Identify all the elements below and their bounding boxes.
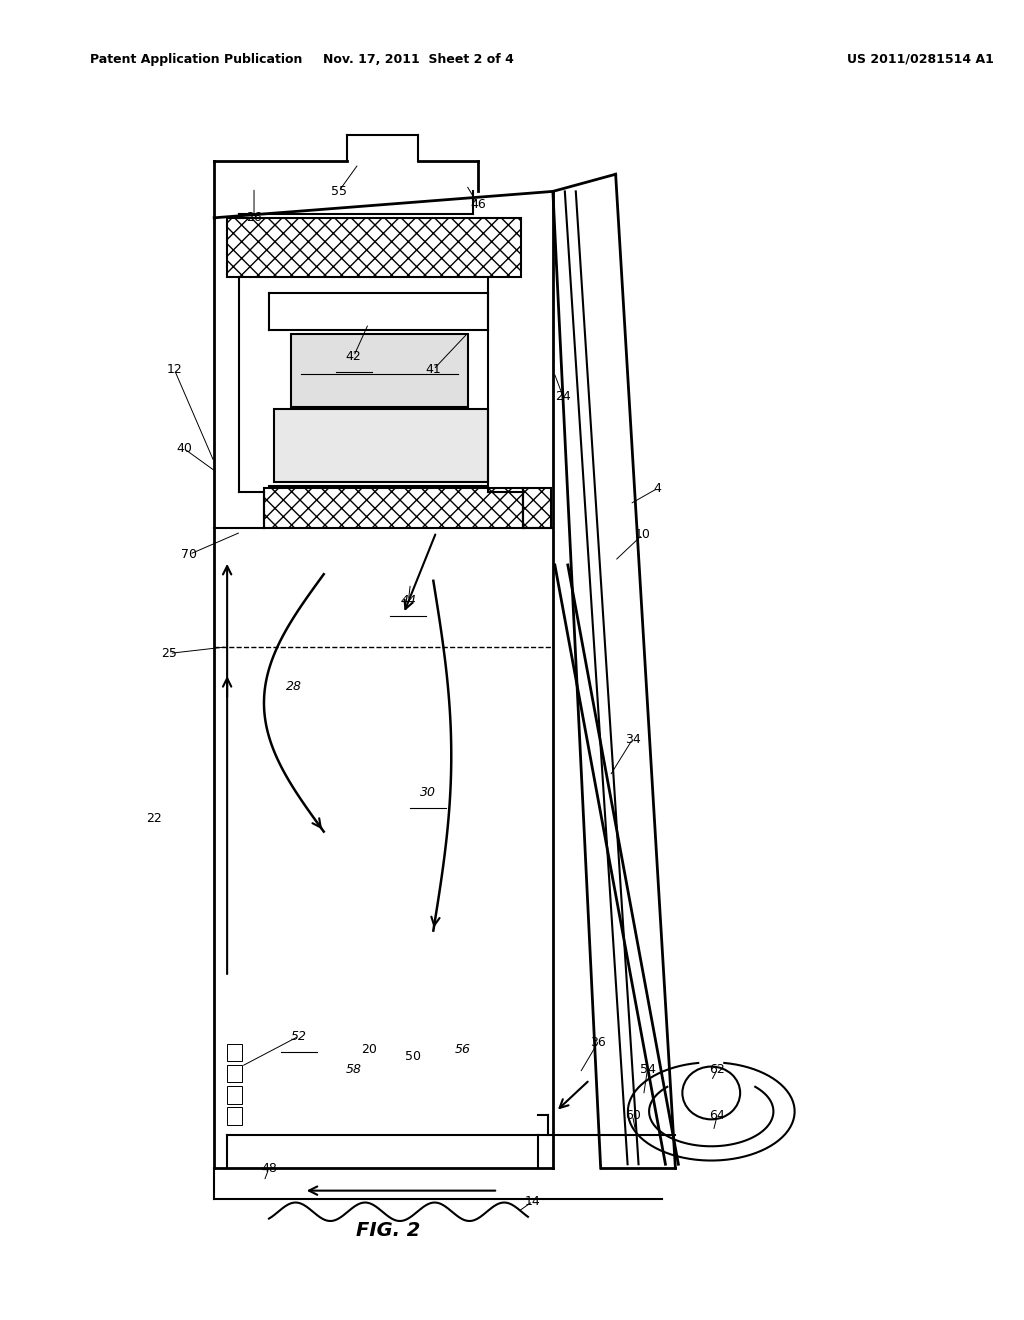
Text: US 2011/0281514 A1: US 2011/0281514 A1 bbox=[847, 53, 993, 66]
Text: 58: 58 bbox=[346, 1063, 361, 1076]
Text: 46: 46 bbox=[470, 198, 486, 211]
Text: 30: 30 bbox=[420, 785, 436, 799]
Text: 62: 62 bbox=[710, 1063, 725, 1076]
Text: 52: 52 bbox=[291, 1030, 307, 1043]
Bar bbox=[523, 488, 551, 528]
Text: 48: 48 bbox=[261, 1162, 276, 1175]
Text: 22: 22 bbox=[146, 812, 162, 825]
Text: 12: 12 bbox=[167, 363, 182, 376]
Text: 14: 14 bbox=[525, 1195, 541, 1208]
Text: 26: 26 bbox=[246, 211, 262, 224]
Bar bbox=[227, 1065, 242, 1082]
Text: 70: 70 bbox=[181, 548, 198, 561]
Text: 24: 24 bbox=[555, 389, 570, 403]
Text: 56: 56 bbox=[456, 1043, 471, 1056]
Text: 20: 20 bbox=[360, 1043, 377, 1056]
Bar bbox=[264, 488, 523, 528]
Text: 44: 44 bbox=[400, 594, 417, 607]
Text: 60: 60 bbox=[625, 1109, 640, 1122]
Text: 40: 40 bbox=[176, 442, 193, 455]
Text: 4: 4 bbox=[653, 482, 662, 495]
Text: FIG. 2: FIG. 2 bbox=[356, 1221, 421, 1239]
Text: Nov. 17, 2011  Sheet 2 of 4: Nov. 17, 2011 Sheet 2 of 4 bbox=[323, 53, 514, 66]
Text: 10: 10 bbox=[635, 528, 650, 541]
Bar bbox=[291, 334, 468, 407]
Bar bbox=[227, 1086, 242, 1104]
Bar bbox=[227, 1044, 242, 1061]
Text: 34: 34 bbox=[625, 733, 640, 746]
Bar bbox=[274, 409, 488, 482]
Text: 25: 25 bbox=[162, 647, 177, 660]
Text: 42: 42 bbox=[346, 350, 361, 363]
Text: 28: 28 bbox=[286, 680, 302, 693]
Text: 41: 41 bbox=[425, 363, 441, 376]
Text: Patent Application Publication: Patent Application Publication bbox=[90, 53, 302, 66]
Text: 64: 64 bbox=[710, 1109, 725, 1122]
Text: 36: 36 bbox=[590, 1036, 605, 1049]
Text: 50: 50 bbox=[406, 1049, 422, 1063]
Bar bbox=[227, 218, 521, 277]
Text: 54: 54 bbox=[640, 1063, 655, 1076]
Ellipse shape bbox=[682, 1067, 740, 1119]
Text: 55: 55 bbox=[331, 185, 347, 198]
Bar bbox=[227, 1107, 242, 1125]
